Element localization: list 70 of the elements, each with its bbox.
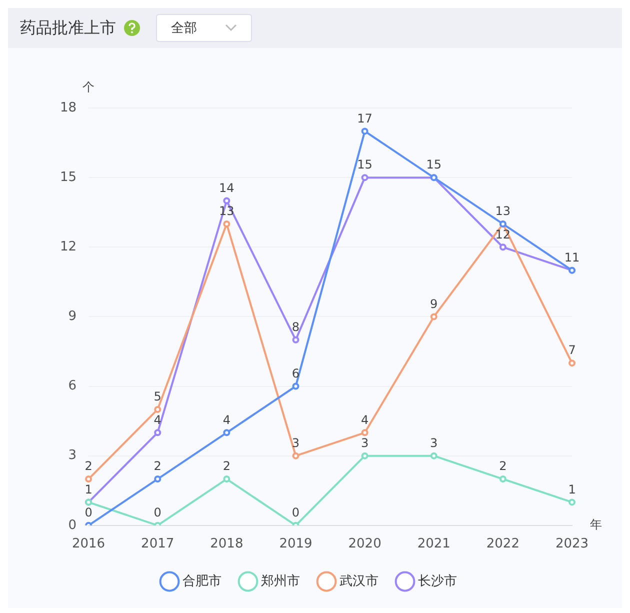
data-label: 0 <box>154 506 162 520</box>
data-label: 17 <box>357 111 372 126</box>
point <box>223 429 230 436</box>
point <box>85 476 92 483</box>
point <box>223 220 230 228</box>
point <box>361 174 368 182</box>
x-tick-label: 2022 <box>486 536 520 552</box>
data-label: 14 <box>219 180 234 195</box>
data-label: 9 <box>430 296 438 311</box>
chart-title: 药品批准上市 <box>20 18 116 38</box>
legend-label: 郑州市 <box>261 574 300 589</box>
x-tick-label: 2016 <box>72 536 106 552</box>
y-tick-label: 0 <box>68 518 77 533</box>
legend-label: 武汉市 <box>340 574 378 589</box>
data-label: 15 <box>357 158 372 172</box>
data-label: 1 <box>84 482 92 496</box>
y-tick-label: 6 <box>68 378 77 394</box>
data-label: 5 <box>154 390 162 404</box>
data-label: 3 <box>430 436 438 450</box>
point <box>568 360 576 367</box>
data-label: 4 <box>154 412 162 427</box>
data-label: 13 <box>495 204 511 218</box>
point <box>499 244 506 251</box>
data-label: 4 <box>222 412 230 427</box>
point <box>154 406 162 413</box>
x-tick-label: 2020 <box>348 536 382 552</box>
point <box>430 452 438 460</box>
point <box>361 429 368 436</box>
data-label: 0 <box>292 506 300 520</box>
x-tick-label: 2021 <box>417 536 450 552</box>
point <box>292 336 300 344</box>
point <box>154 476 162 483</box>
legend-label: 长沙市 <box>418 574 457 589</box>
data-label: 3 <box>360 436 369 450</box>
data-label: 3 <box>292 436 300 450</box>
point <box>568 498 576 506</box>
point <box>292 452 300 460</box>
point <box>292 382 300 390</box>
data-label: 4 <box>360 412 369 427</box>
data-label: 6 <box>292 366 300 380</box>
data-label: 7 <box>568 343 576 358</box>
data-label: 11 <box>564 250 580 264</box>
x-axis-title: 年 <box>590 518 602 532</box>
point <box>154 429 162 436</box>
x-tick-label: 2023 <box>555 536 589 552</box>
dropdown-field: 全部 <box>156 14 252 42</box>
x-tick-label: 2018 <box>210 536 244 552</box>
data-label: 2 <box>222 459 230 474</box>
data-label: 15 <box>426 158 442 172</box>
data-label: 8 <box>292 320 300 334</box>
x-tick-label: 2017 <box>141 536 174 552</box>
y-axis-title: 个 <box>82 80 95 94</box>
y-tick-label: 12 <box>60 240 77 255</box>
x-tick-label: 2019 <box>279 536 312 552</box>
point <box>430 313 438 320</box>
y-tick-label: 3 <box>68 448 77 464</box>
y-tick-label: 15 <box>60 170 77 185</box>
y-tick-label: 9 <box>68 309 77 324</box>
point <box>361 452 368 460</box>
data-label: 2 <box>154 459 162 474</box>
data-label: 2 <box>499 459 507 474</box>
point <box>223 476 230 483</box>
legend-label: 合肥市 <box>182 574 222 589</box>
data-label: 2 <box>84 459 92 474</box>
point <box>223 197 230 204</box>
data-label: 0 <box>84 506 92 520</box>
y-tick-label: 18 <box>60 100 77 116</box>
data-label: 1 <box>568 482 576 496</box>
point <box>361 128 368 135</box>
point <box>499 476 506 483</box>
